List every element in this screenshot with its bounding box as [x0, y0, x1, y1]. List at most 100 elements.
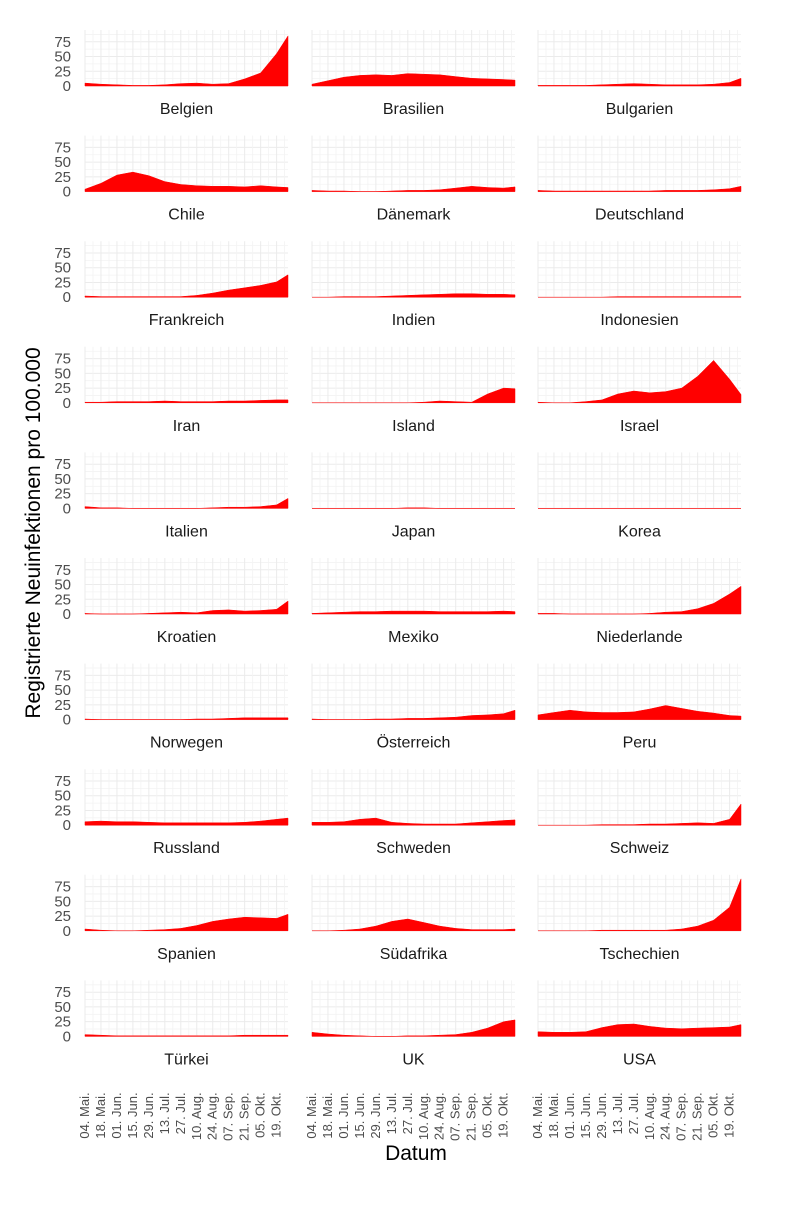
y-tick-label: 75 [54, 34, 71, 51]
area-series-23 [311, 817, 516, 826]
x-tick-label: 05. Okt. [253, 1092, 268, 1138]
x-tick-label: 05. Okt. [706, 1092, 721, 1138]
area-series-13 [84, 497, 289, 509]
y-tick-label: 75 [54, 456, 71, 473]
panel-label: Italien [165, 523, 208, 540]
y-tick-label: 25 [54, 169, 71, 186]
y-tick-label: 25 [54, 486, 71, 503]
area-series-5 [311, 186, 516, 192]
x-tick-label: 21. Sep. [464, 1092, 479, 1140]
y-tick-label: 75 [54, 562, 71, 579]
panel-label: Spanien [157, 946, 216, 963]
x-tick-label: 29. Jun. [141, 1092, 156, 1138]
y-tick-label: 50 [54, 154, 71, 171]
panel-label: Island [392, 418, 435, 435]
y-tick-label: 0 [63, 184, 71, 201]
y-tick-label: 0 [63, 395, 71, 412]
x-tick-label: 04. Mai. [530, 1092, 545, 1138]
y-tick-label: 50 [54, 999, 71, 1016]
panel-label: Russland [153, 840, 220, 857]
area-series-12 [537, 360, 742, 404]
area-series-28 [84, 1034, 289, 1037]
panel-label: Israel [620, 418, 659, 435]
y-tick-label: 75 [54, 245, 71, 262]
x-tick-label: 15. Jun. [578, 1092, 593, 1138]
panel-label: Mexiko [388, 629, 439, 646]
panel-label: Norwegen [150, 735, 223, 752]
x-tick-label: 01. Jun. [336, 1092, 351, 1138]
y-tick-label: 0 [63, 923, 71, 940]
y-tick-label: 75 [54, 879, 71, 896]
area-series-25 [84, 913, 289, 932]
x-tick-label: 21. Sep. [690, 1092, 705, 1140]
panel-label: Peru [623, 735, 657, 752]
panel-label: Südafrika [380, 946, 448, 963]
area-series-11 [312, 387, 516, 404]
panel-label: Schweden [376, 840, 451, 857]
panel-label: Schweiz [610, 840, 670, 857]
area-series-9 [538, 296, 742, 298]
x-tick-label: 24. Aug. [658, 1092, 673, 1140]
y-tick-label: 0 [63, 817, 71, 834]
area-series-10 [84, 399, 289, 404]
panel-label: Belgien [160, 101, 213, 118]
x-tick-label: 01. Jun. [562, 1092, 577, 1138]
y-tick-label: 25 [54, 802, 71, 819]
area-series-16 [84, 600, 289, 615]
area-series-1 [84, 35, 289, 87]
area-series-6 [537, 185, 742, 192]
panel-label: Chile [168, 207, 205, 224]
area-series-22 [84, 817, 289, 826]
y-tick-label: 0 [63, 1028, 71, 1045]
area-series-24 [538, 803, 742, 826]
area-series-20 [311, 709, 516, 720]
x-tick-label: 19. Okt. [496, 1092, 511, 1138]
x-tick-label: 07. Sep. [221, 1092, 236, 1140]
x-tick-label: 21. Sep. [237, 1092, 252, 1140]
y-tick-label: 50 [54, 260, 71, 277]
x-tick-label: 19. Okt. [722, 1092, 737, 1138]
x-tick-label: 19. Okt. [269, 1092, 284, 1138]
x-tick-label: 27. Jul. [626, 1092, 641, 1134]
panel-label: USA [623, 1051, 656, 1068]
area-series-17 [311, 610, 516, 615]
area-series-30 [537, 1023, 742, 1037]
y-tick-label: 50 [54, 893, 71, 910]
panel-label: Bulgarien [606, 101, 674, 118]
y-tick-label: 50 [54, 471, 71, 488]
area-series-3 [537, 77, 742, 87]
y-tick-label: 25 [54, 63, 71, 80]
panel-label: Deutschland [595, 207, 684, 224]
x-tick-label: 27. Jul. [173, 1092, 188, 1134]
panel-label: Kroatien [157, 629, 217, 646]
y-tick-label: 75 [54, 139, 71, 156]
x-tick-label: 13. Jul. [157, 1092, 172, 1134]
x-tick-label: 13. Jul. [384, 1092, 399, 1134]
x-tick-label: 10. Aug. [416, 1092, 431, 1140]
x-tick-label: 24. Aug. [205, 1092, 220, 1140]
y-tick-label: 75 [54, 351, 71, 368]
y-axis-title: Registrierte Neuinfektionen pro 100.000 [22, 347, 45, 718]
y-tick-label: 0 [63, 500, 71, 517]
y-tick-label: 75 [54, 984, 71, 1001]
y-tick-label: 75 [54, 773, 71, 790]
y-tick-label: 0 [63, 712, 71, 729]
area-series-18 [537, 585, 742, 615]
y-tick-label: 75 [54, 667, 71, 684]
panel-label: Österreich [377, 734, 451, 752]
area-series-29 [311, 1019, 516, 1037]
area-series-4 [84, 171, 289, 192]
x-tick-label: 04. Mai. [77, 1092, 92, 1138]
panel-label: Brasilien [383, 101, 444, 118]
y-tick-label: 25 [54, 591, 71, 608]
x-tick-label: 15. Jun. [125, 1092, 140, 1138]
x-tick-label: 18. Mai. [546, 1092, 561, 1138]
x-tick-label: 07. Sep. [448, 1092, 463, 1140]
y-tick-label: 25 [54, 274, 71, 291]
y-tick-label: 0 [63, 606, 71, 623]
x-tick-label: 05. Okt. [480, 1092, 495, 1138]
area-series-2 [311, 73, 516, 87]
panel-label: Indonesien [600, 312, 678, 329]
